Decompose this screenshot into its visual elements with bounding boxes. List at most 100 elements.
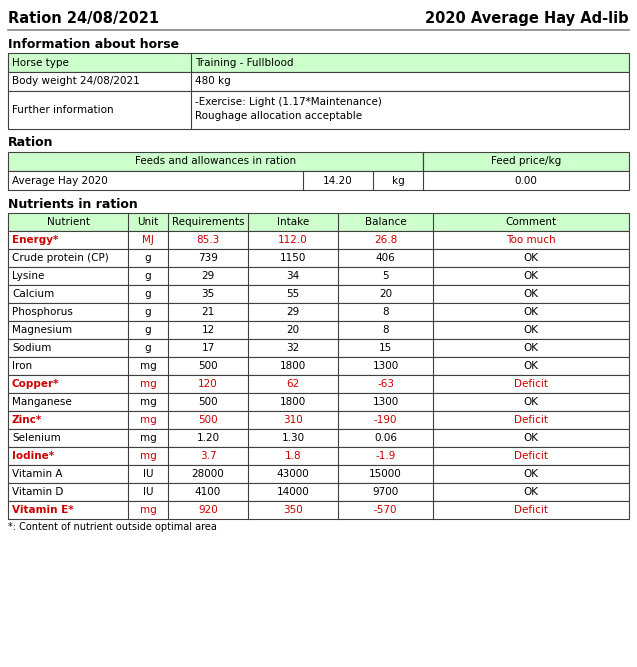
Text: 350: 350 <box>283 505 303 515</box>
Text: Manganese: Manganese <box>12 397 72 407</box>
Text: mg: mg <box>140 361 156 371</box>
Bar <box>8 267 629 285</box>
Text: mg: mg <box>140 433 156 443</box>
Bar <box>8 393 629 411</box>
Text: 29: 29 <box>287 307 299 317</box>
Text: 5: 5 <box>382 271 389 281</box>
Text: 1800: 1800 <box>280 397 306 407</box>
Text: Energy*: Energy* <box>12 235 59 245</box>
Text: Vitamin D: Vitamin D <box>12 487 63 497</box>
Text: g: g <box>145 253 152 263</box>
Text: Information about horse: Information about horse <box>8 37 179 51</box>
Bar <box>8 339 629 357</box>
Text: kg: kg <box>392 175 404 185</box>
Text: 1800: 1800 <box>280 361 306 371</box>
Text: 1150: 1150 <box>280 253 306 263</box>
Text: Deficit: Deficit <box>514 505 548 515</box>
Bar <box>8 411 629 429</box>
Text: Roughage allocation acceptable: Roughage allocation acceptable <box>195 111 362 121</box>
Text: mg: mg <box>140 451 156 461</box>
Text: Sodium: Sodium <box>12 343 52 353</box>
Text: 20: 20 <box>287 325 299 335</box>
Text: 15: 15 <box>379 343 392 353</box>
Bar <box>8 483 629 501</box>
Bar <box>8 152 423 171</box>
Text: 55: 55 <box>287 289 299 299</box>
Text: 12: 12 <box>201 325 215 335</box>
Text: 1.30: 1.30 <box>282 433 304 443</box>
Text: *: Content of nutrient outside optimal area: *: Content of nutrient outside optimal a… <box>8 522 217 532</box>
Text: Comment: Comment <box>505 217 557 227</box>
Bar <box>8 213 629 231</box>
Text: 32: 32 <box>287 343 299 353</box>
Text: MJ: MJ <box>142 235 154 245</box>
Text: 2020 Average Hay Ad-lib: 2020 Average Hay Ad-lib <box>426 11 629 25</box>
Bar <box>8 171 629 190</box>
Text: OK: OK <box>524 325 538 335</box>
Text: -190: -190 <box>374 415 397 425</box>
Text: -Exercise: Light (1.17*Maintenance): -Exercise: Light (1.17*Maintenance) <box>195 97 382 107</box>
Text: OK: OK <box>524 271 538 281</box>
Text: 310: 310 <box>283 415 303 425</box>
Text: OK: OK <box>524 289 538 299</box>
Text: 28000: 28000 <box>192 469 224 479</box>
Bar <box>8 231 629 249</box>
Text: Ration: Ration <box>8 137 54 149</box>
Text: OK: OK <box>524 469 538 479</box>
Text: OK: OK <box>524 307 538 317</box>
Text: 8: 8 <box>382 325 389 335</box>
Text: 8: 8 <box>382 307 389 317</box>
Bar <box>8 501 629 519</box>
Text: Nutrient: Nutrient <box>47 217 90 227</box>
Text: 1.8: 1.8 <box>285 451 301 461</box>
Text: 35: 35 <box>201 289 215 299</box>
Text: 920: 920 <box>198 505 218 515</box>
Text: 112.0: 112.0 <box>278 235 308 245</box>
Text: Unit: Unit <box>138 217 159 227</box>
Bar <box>8 91 629 129</box>
Bar <box>8 447 629 465</box>
Text: Balance: Balance <box>365 217 406 227</box>
Bar <box>8 72 629 91</box>
Text: 34: 34 <box>287 271 299 281</box>
Text: OK: OK <box>524 487 538 497</box>
Text: Copper*: Copper* <box>12 379 59 389</box>
Text: 26.8: 26.8 <box>374 235 397 245</box>
Bar <box>8 249 629 267</box>
Text: 43000: 43000 <box>276 469 310 479</box>
Text: 1300: 1300 <box>373 361 399 371</box>
Text: 500: 500 <box>198 415 218 425</box>
Bar <box>8 53 629 72</box>
Text: g: g <box>145 325 152 335</box>
Text: 15000: 15000 <box>369 469 402 479</box>
Text: mg: mg <box>140 397 156 407</box>
Text: OK: OK <box>524 253 538 263</box>
Bar <box>423 152 629 171</box>
Text: IU: IU <box>143 469 154 479</box>
Text: 500: 500 <box>198 361 218 371</box>
Text: Horse type: Horse type <box>12 57 69 67</box>
Text: OK: OK <box>524 343 538 353</box>
Text: Nutrients in ration: Nutrients in ration <box>8 197 138 211</box>
Text: Deficit: Deficit <box>514 415 548 425</box>
Text: Vitamin A: Vitamin A <box>12 469 62 479</box>
Bar <box>8 321 629 339</box>
Text: 500: 500 <box>198 397 218 407</box>
Text: 1300: 1300 <box>373 397 399 407</box>
Text: -570: -570 <box>374 505 397 515</box>
Text: 3.7: 3.7 <box>199 451 217 461</box>
Text: 21: 21 <box>201 307 215 317</box>
Text: -63: -63 <box>377 379 394 389</box>
Text: Body weight 24/08/2021: Body weight 24/08/2021 <box>12 77 140 87</box>
Text: 406: 406 <box>376 253 396 263</box>
Bar <box>8 357 629 375</box>
Text: Requirements: Requirements <box>172 217 244 227</box>
Text: Iodine*: Iodine* <box>12 451 54 461</box>
Text: g: g <box>145 307 152 317</box>
Text: 85.3: 85.3 <box>196 235 220 245</box>
Text: 739: 739 <box>198 253 218 263</box>
Text: 14000: 14000 <box>276 487 310 497</box>
Text: Deficit: Deficit <box>514 451 548 461</box>
Text: Vitamin E*: Vitamin E* <box>12 505 74 515</box>
Text: Lysine: Lysine <box>12 271 45 281</box>
